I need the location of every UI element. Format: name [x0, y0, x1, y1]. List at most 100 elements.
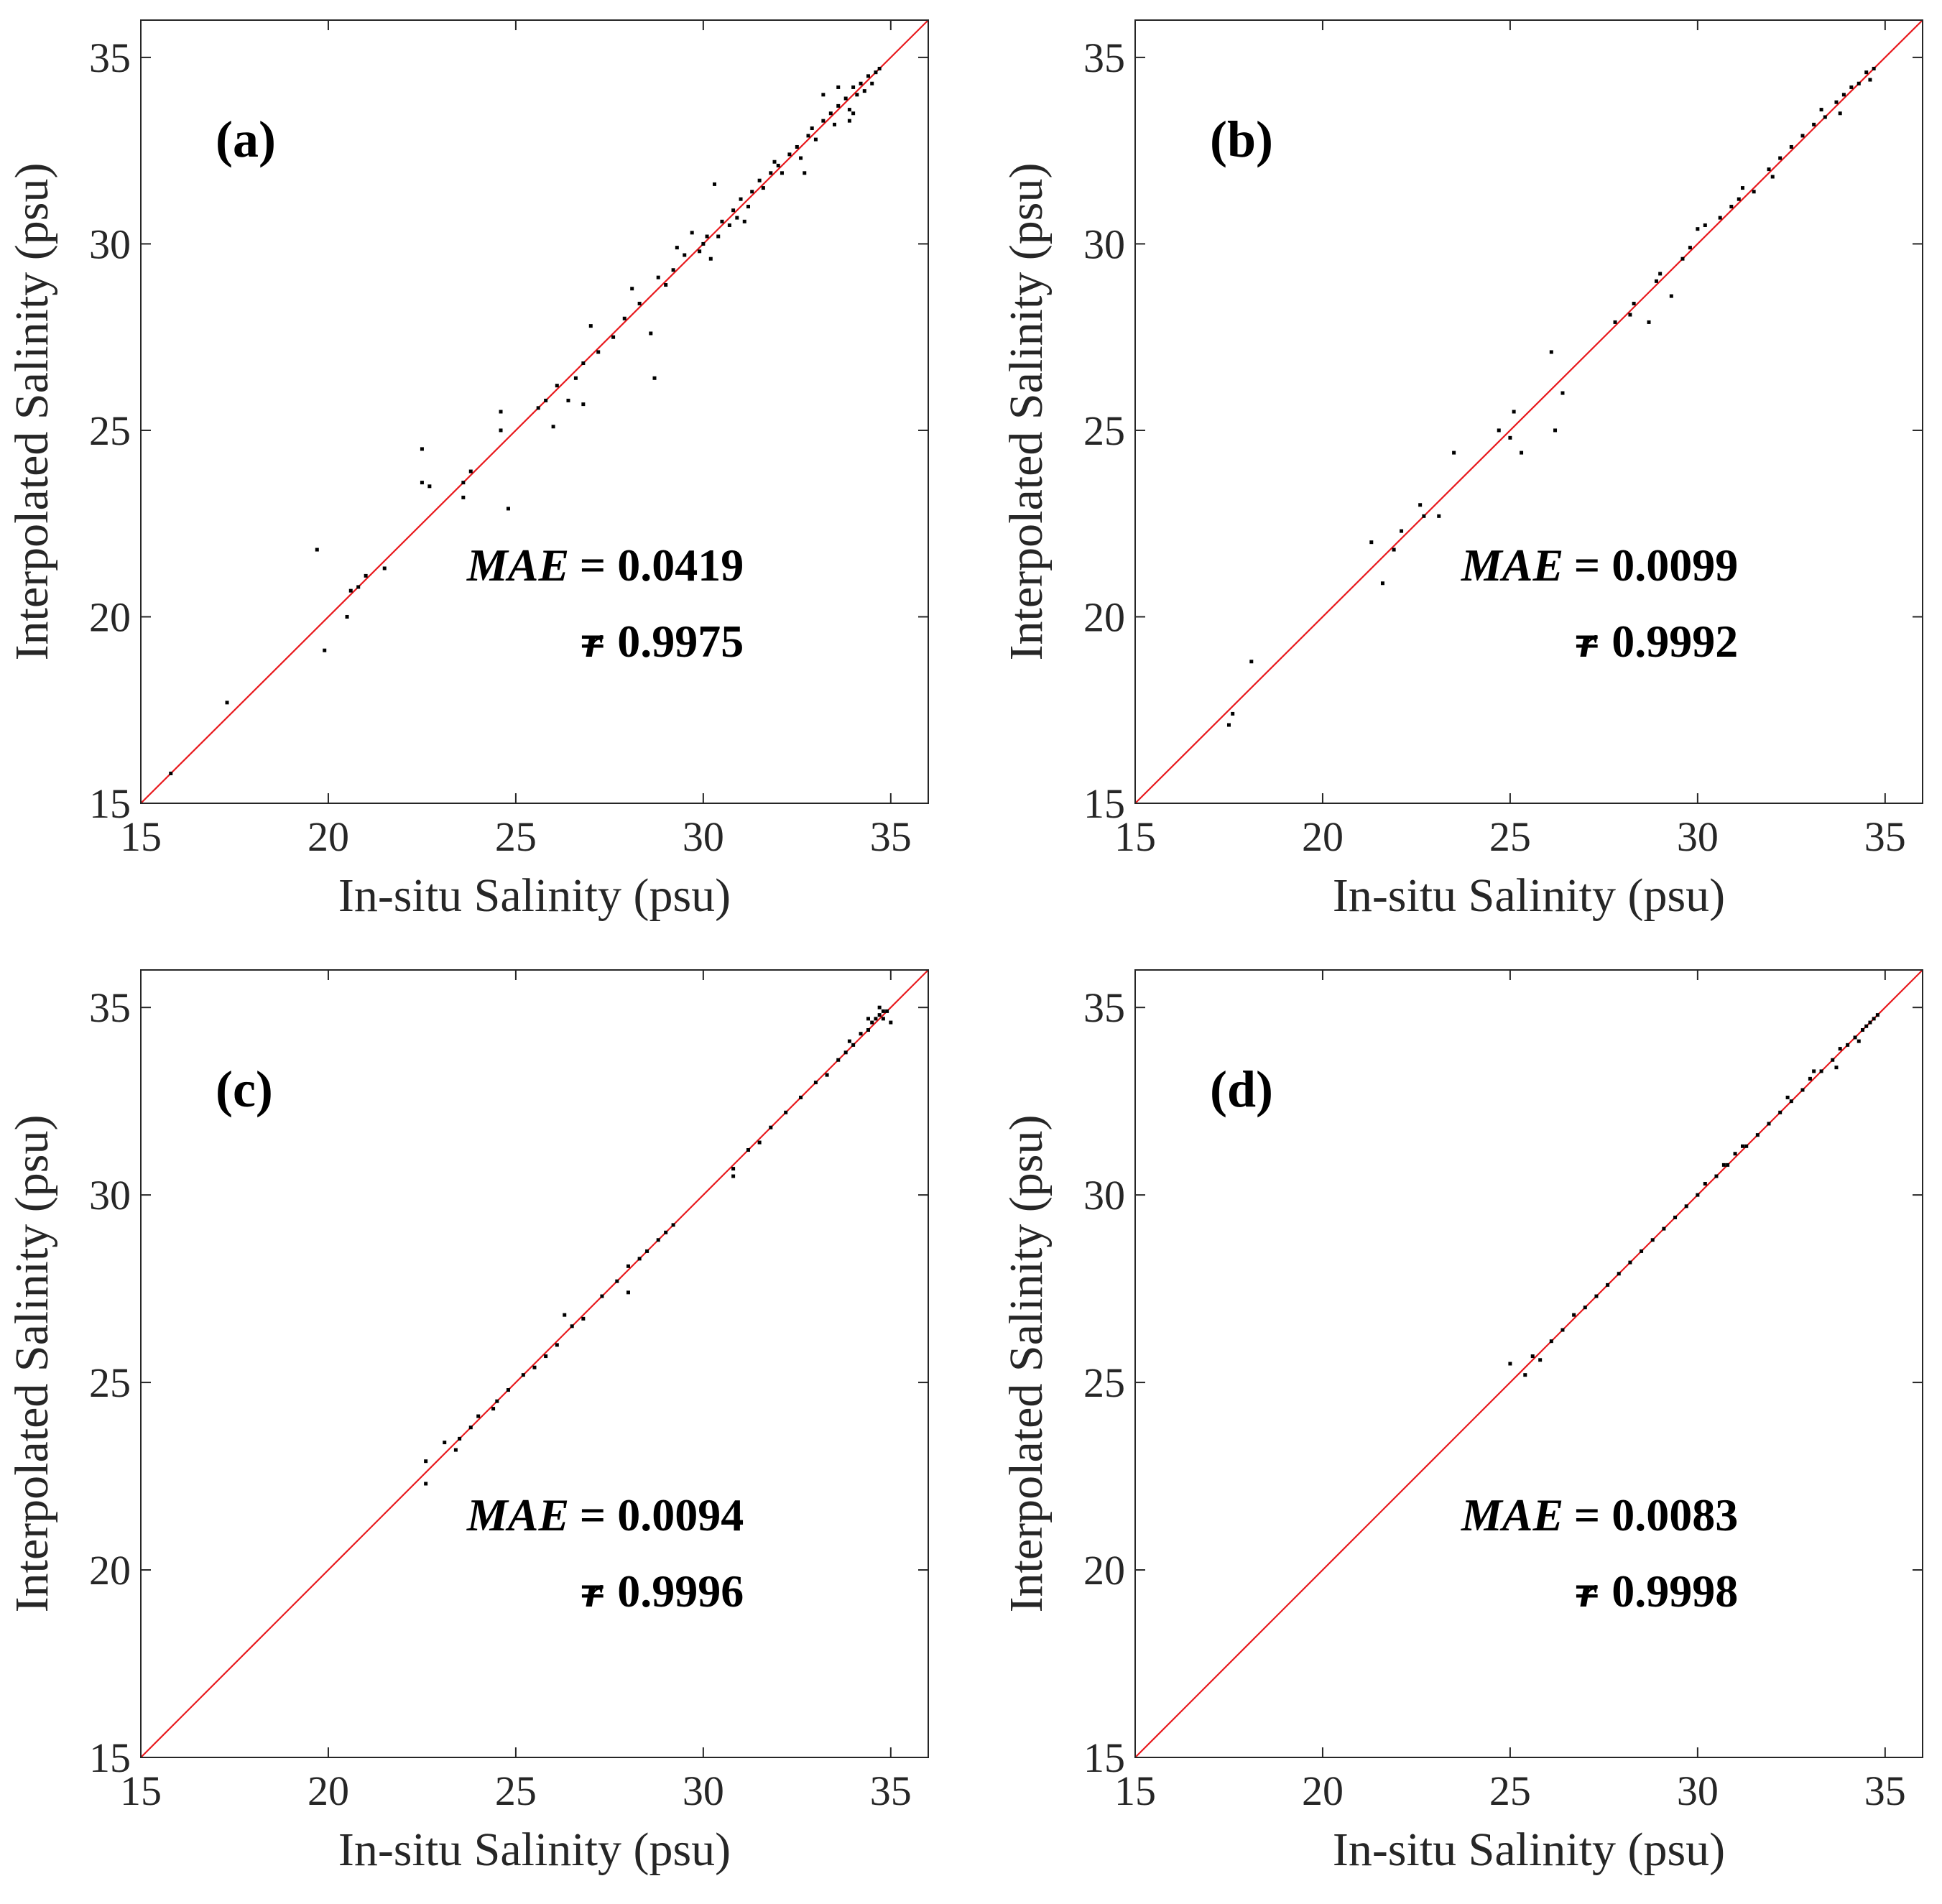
data-point: [1789, 144, 1793, 149]
data-point: [1819, 1069, 1823, 1073]
y-tick-label: 30: [89, 1172, 131, 1219]
data-point: [476, 1414, 481, 1418]
data-point: [821, 119, 826, 123]
data-point: [615, 1279, 619, 1283]
data-point: [1654, 279, 1658, 283]
data-point: [1808, 1076, 1812, 1081]
data-points: [424, 1005, 893, 1486]
data-point: [1650, 1238, 1655, 1242]
data-point: [1617, 1272, 1621, 1276]
scatter-panel-a: 15 20 25 30 35 15 20 25 30 35 In-situ Salinity (ps…: [6, 19, 929, 922]
data-point: [851, 1043, 856, 1047]
data-point: [776, 163, 780, 167]
data-point: [1628, 313, 1632, 317]
x-axis-label: In-situ Salinity (psu): [338, 1824, 731, 1876]
data-point: [544, 1354, 548, 1359]
data-point: [843, 96, 848, 101]
data-point: [1669, 294, 1673, 298]
x-tick-label: 35: [1864, 1767, 1906, 1814]
data-point: [1857, 81, 1861, 86]
data-point: [1380, 581, 1384, 586]
data-point: [1868, 1020, 1872, 1025]
data-point: [1864, 70, 1869, 75]
data-point: [566, 398, 570, 402]
y-tick-label: 30: [89, 221, 131, 267]
data-point: [453, 1448, 458, 1452]
reference-line: [140, 19, 929, 804]
panel-label: (a): [216, 111, 276, 168]
data-point: [1872, 1017, 1876, 1021]
data-point: [889, 1020, 893, 1025]
data-point: [843, 1050, 848, 1055]
data-point: [1841, 93, 1846, 97]
x-axis-label: In-situ Salinity (psu): [338, 869, 731, 922]
data-point: [424, 1482, 428, 1486]
data-point: [461, 481, 466, 485]
data-point: [555, 1343, 559, 1347]
data-point: [499, 428, 503, 433]
data-point: [424, 1459, 428, 1464]
data-point: [468, 1425, 473, 1430]
data-point: [637, 1257, 642, 1261]
y-tick-label: 20: [1083, 1547, 1125, 1594]
y-tick-label: 20: [1083, 593, 1125, 640]
data-point: [799, 1095, 803, 1099]
data-point: [1812, 1069, 1816, 1073]
data-point: [799, 156, 803, 160]
data-point: [866, 1017, 870, 1021]
data-point: [731, 208, 736, 213]
data-point: [881, 1017, 885, 1021]
r-value: = 0.9996: [580, 1566, 744, 1617]
y-tick-label: 20: [89, 593, 131, 640]
data-point: [769, 171, 773, 175]
data-point: [1721, 1163, 1726, 1167]
data-point: [735, 216, 739, 220]
data-points: [1508, 1013, 1879, 1377]
x-tick-label: 35: [870, 1767, 912, 1814]
data-point: [855, 93, 859, 97]
data-point: [1452, 450, 1456, 455]
data-point: [1422, 514, 1426, 518]
data-point: [1673, 1215, 1678, 1219]
data-points: [169, 66, 882, 775]
data-point: [1778, 1110, 1783, 1114]
mae-label: MAE: [1461, 540, 1563, 591]
x-tick-label: 15: [120, 813, 162, 860]
data-point: [720, 219, 724, 223]
mae-value: = 0.0099: [1574, 540, 1738, 591]
data-point: [761, 186, 765, 190]
data-point: [536, 406, 540, 410]
data-point: [1767, 167, 1771, 172]
data-point: [169, 771, 173, 775]
y-tick-label: 20: [89, 1547, 131, 1594]
axes-box: [140, 19, 929, 804]
data-point: [1572, 1313, 1576, 1317]
data-point: [866, 74, 870, 78]
data-point: [750, 190, 754, 194]
data-point: [656, 275, 660, 279]
x-tick-label: 25: [1489, 1767, 1531, 1814]
y-axis-label: Interpolated Salinity (psu): [1000, 1115, 1053, 1613]
data-point: [701, 241, 706, 246]
axes-box: [140, 969, 929, 1758]
data-point: [1800, 134, 1805, 138]
data-point: [731, 1174, 736, 1178]
data-point: [1497, 428, 1501, 433]
data-point: [713, 182, 717, 186]
y-tick-label: 25: [1083, 1359, 1125, 1406]
data-point: [570, 1324, 574, 1328]
data-point: [772, 160, 777, 164]
data-point: [461, 495, 466, 499]
data-point: [1553, 428, 1558, 433]
data-point: [1688, 246, 1692, 250]
data-point: [581, 361, 586, 366]
data-point: [1770, 175, 1775, 179]
data-point: [870, 1020, 874, 1025]
data-point: [1549, 350, 1553, 354]
data-point: [458, 1436, 462, 1441]
x-tick-label: 30: [683, 813, 724, 860]
data-point: [581, 1316, 586, 1321]
x-tick-label: 20: [1302, 1767, 1344, 1814]
y-axis-label: Interpolated Salinity (psu): [6, 163, 58, 661]
data-point: [1658, 272, 1663, 276]
